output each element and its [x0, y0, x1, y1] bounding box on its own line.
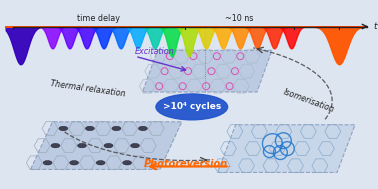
- Ellipse shape: [138, 126, 147, 131]
- Ellipse shape: [43, 160, 52, 165]
- Text: Thermal relaxation: Thermal relaxation: [50, 79, 126, 99]
- Ellipse shape: [85, 126, 94, 131]
- Ellipse shape: [77, 143, 87, 148]
- Text: Excitation: Excitation: [135, 47, 175, 56]
- Polygon shape: [31, 122, 182, 170]
- Text: >10⁴ cycles: >10⁴ cycles: [163, 102, 221, 111]
- Text: t: t: [373, 22, 376, 31]
- Ellipse shape: [156, 94, 228, 120]
- Text: time delay: time delay: [77, 14, 120, 22]
- Ellipse shape: [59, 126, 68, 131]
- Ellipse shape: [51, 143, 60, 148]
- Ellipse shape: [96, 160, 105, 165]
- Ellipse shape: [112, 126, 121, 131]
- Text: Photoreversion: Photoreversion: [144, 160, 228, 170]
- Polygon shape: [218, 125, 355, 172]
- Ellipse shape: [123, 160, 132, 165]
- Text: ~10 ns: ~10 ns: [225, 14, 254, 22]
- Polygon shape: [143, 50, 272, 92]
- Text: Isomerisation: Isomerisation: [282, 88, 336, 114]
- Ellipse shape: [70, 160, 79, 165]
- Ellipse shape: [130, 143, 139, 148]
- Ellipse shape: [104, 143, 113, 148]
